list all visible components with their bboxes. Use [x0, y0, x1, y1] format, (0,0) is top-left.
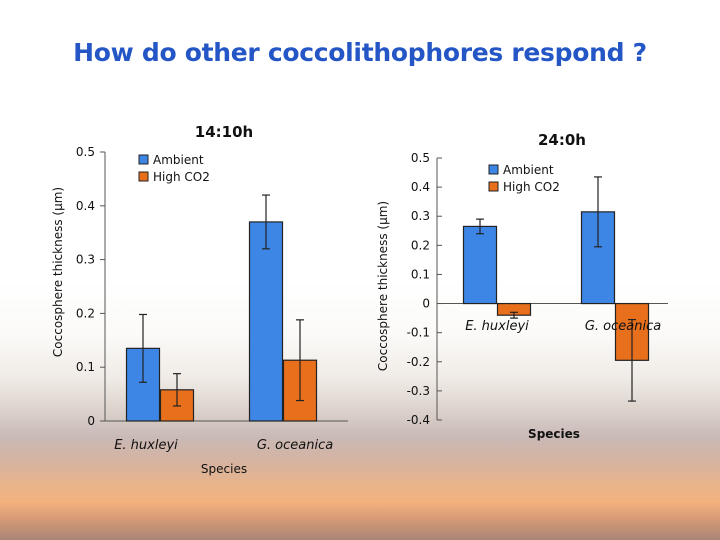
chart-1-category-label: E. huxleyi — [114, 438, 178, 453]
chart-2-bar-ambient-1 — [462, 225, 498, 305]
chart-1-legend-label-ambient: Ambient — [153, 153, 204, 167]
chart-1-legend-swatch-ambient — [138, 154, 149, 165]
chart-2-y-tick-label: 0.4 — [411, 180, 430, 194]
chart-2-category-label: G. oceanica — [585, 319, 661, 334]
chart-2-y-tick-label: 0.3 — [411, 209, 430, 223]
chart-2-y-tick-label: -0.2 — [407, 355, 430, 369]
chart-1-legend-swatch-high-co2 — [138, 171, 149, 182]
chart-2-y-tick-label: 0.5 — [411, 151, 430, 165]
chart-2-y-tick-label: 0.2 — [411, 238, 430, 252]
slide-title: How do other coccolithophores respond ? — [73, 38, 647, 67]
chart-1-y-axis-label: Coccosphere thickness (μm) — [51, 187, 65, 357]
chart-1-x-axis-label: Species — [201, 462, 247, 476]
chart-2-y-axis-label: Coccosphere thickness (μm) — [376, 201, 390, 371]
chart-2-category-label: E. huxleyi — [465, 319, 529, 334]
chart-2-y-tick-label: -0.3 — [407, 384, 430, 398]
chart-2-y-tick-label: -0.4 — [407, 413, 430, 427]
chart-1-y-tick-label: 0.4 — [76, 199, 95, 213]
chart-2-legend-label-ambient: Ambient — [503, 163, 554, 177]
chart-2-x-axis-label: Species — [528, 427, 580, 441]
chart-1-y-tick-label: 0.1 — [76, 360, 95, 374]
chart-1-y-tick-label: 0.2 — [76, 306, 95, 320]
chart-1-y-tick-label: 0.5 — [76, 145, 95, 159]
chart-1-y-tick-label: 0 — [87, 414, 95, 428]
chart-1-y-tick-label: 0.3 — [76, 253, 95, 267]
chart-2-legend-swatch-high-co2 — [488, 181, 499, 192]
chart-2-title: 24:0h — [538, 131, 586, 149]
chart-2-y-tick-label: 0.1 — [411, 267, 430, 281]
chart-2-y-tick-label: 0 — [422, 297, 430, 311]
chart-2-legend-label-high-co2: High CO2 — [503, 180, 560, 194]
chart-2-y-tick-label: -0.1 — [407, 326, 430, 340]
chart-1-title: 14:10h — [195, 123, 253, 141]
chart-2-legend-swatch-ambient — [488, 164, 499, 175]
chart-1-category-label: G. oceanica — [257, 438, 333, 453]
chart-1-bar-ambient-2 — [248, 221, 284, 422]
chart-1-legend-label-high-co2: High CO2 — [153, 170, 210, 184]
